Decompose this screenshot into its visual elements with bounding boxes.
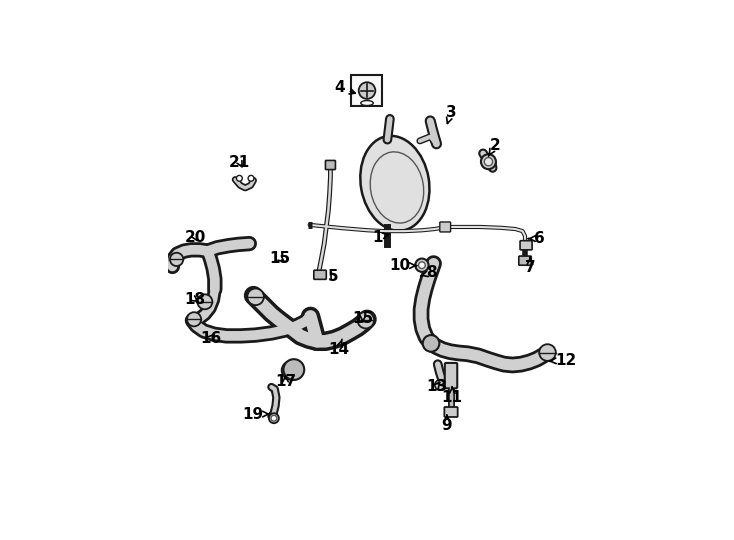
Circle shape <box>481 154 496 169</box>
Text: 21: 21 <box>229 155 250 170</box>
Circle shape <box>539 344 556 361</box>
FancyBboxPatch shape <box>445 363 457 388</box>
Circle shape <box>247 288 264 305</box>
Text: 14: 14 <box>328 339 349 357</box>
FancyBboxPatch shape <box>520 241 532 250</box>
Circle shape <box>484 158 493 166</box>
Text: 7: 7 <box>525 258 535 275</box>
Text: 17: 17 <box>275 374 296 389</box>
Text: 18: 18 <box>185 292 206 307</box>
Circle shape <box>187 312 201 326</box>
Circle shape <box>236 176 242 181</box>
Text: 3: 3 <box>446 105 457 124</box>
Text: 10: 10 <box>390 258 416 273</box>
Circle shape <box>170 253 184 266</box>
Circle shape <box>357 312 374 328</box>
FancyBboxPatch shape <box>519 256 531 265</box>
Circle shape <box>248 176 254 181</box>
Text: 4: 4 <box>335 80 355 95</box>
FancyBboxPatch shape <box>352 75 382 106</box>
Text: 20: 20 <box>185 230 206 245</box>
Circle shape <box>418 262 425 268</box>
Ellipse shape <box>360 136 429 231</box>
Circle shape <box>282 361 300 380</box>
Text: 9: 9 <box>442 415 452 433</box>
Text: 5: 5 <box>328 269 338 285</box>
Circle shape <box>283 359 304 380</box>
Circle shape <box>197 294 212 309</box>
Circle shape <box>269 413 279 423</box>
Text: 8: 8 <box>421 265 437 280</box>
Text: 2: 2 <box>489 138 500 156</box>
Circle shape <box>423 335 440 352</box>
Text: 15: 15 <box>352 311 374 326</box>
Text: 16: 16 <box>200 331 222 346</box>
Text: 11: 11 <box>442 387 462 405</box>
Circle shape <box>359 82 375 99</box>
Text: 6: 6 <box>528 231 545 246</box>
FancyBboxPatch shape <box>325 160 335 170</box>
Text: 12: 12 <box>549 353 576 368</box>
Text: 15: 15 <box>269 251 290 266</box>
Text: 1: 1 <box>372 230 388 245</box>
Text: 19: 19 <box>242 407 269 422</box>
FancyBboxPatch shape <box>314 270 327 279</box>
Circle shape <box>271 415 277 421</box>
FancyBboxPatch shape <box>444 407 458 417</box>
Text: 13: 13 <box>426 379 447 394</box>
Circle shape <box>435 380 445 390</box>
FancyBboxPatch shape <box>440 222 451 232</box>
Circle shape <box>415 259 429 272</box>
